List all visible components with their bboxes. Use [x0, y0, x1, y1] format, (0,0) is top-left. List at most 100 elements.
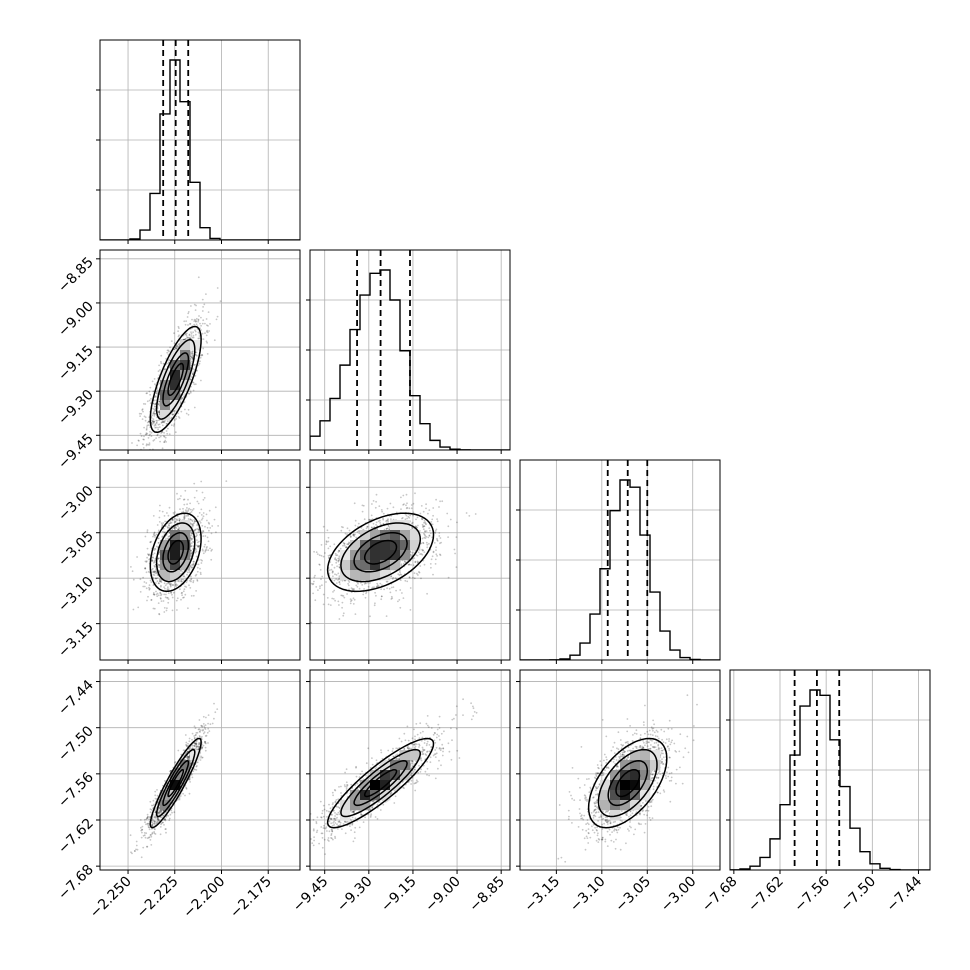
scatter-point — [151, 423, 154, 426]
density-cell — [380, 530, 391, 541]
scatter-point — [191, 747, 194, 749]
scatter-point — [152, 420, 154, 422]
scatter-point — [182, 792, 184, 795]
scatter-point — [152, 422, 155, 425]
scatter-point — [149, 393, 151, 396]
scatter-point — [326, 597, 329, 599]
scatter-point — [207, 311, 210, 313]
scatter-point — [151, 559, 153, 562]
scatter-point — [431, 555, 434, 558]
scatter-point — [158, 516, 161, 519]
scatter-point — [190, 577, 193, 580]
scatter-point — [387, 527, 389, 530]
scatter-point — [408, 516, 411, 519]
scatter-point — [338, 604, 340, 606]
scatter-point — [156, 419, 159, 422]
scatter-point — [428, 535, 431, 537]
scatter-point — [182, 578, 185, 581]
density-cell — [170, 570, 181, 581]
scatter-point — [197, 276, 200, 279]
scatter-point — [360, 581, 362, 584]
scatter-point — [158, 521, 161, 523]
contour-line — [167, 539, 185, 565]
scatter-point — [157, 410, 160, 413]
scatter-point — [400, 564, 403, 567]
scatter-point — [168, 522, 170, 525]
scatter-point — [172, 512, 175, 514]
scatter-point — [163, 441, 166, 444]
scatter-point — [145, 444, 148, 447]
scatter-point — [170, 521, 173, 524]
scatter-point — [190, 522, 193, 525]
scatter-point — [331, 564, 333, 566]
scatter-point — [312, 582, 315, 585]
scatter-point — [350, 587, 353, 589]
scatter-point — [432, 514, 434, 517]
scatter-point — [446, 512, 449, 515]
scatter-point — [399, 571, 401, 573]
density-cell — [170, 540, 181, 551]
scatter-point — [207, 549, 210, 552]
scatter-point — [192, 580, 195, 582]
scatter-point — [172, 425, 175, 427]
scatter-point — [205, 549, 208, 551]
scatter-point — [182, 596, 184, 599]
scatter-point — [337, 559, 340, 562]
scatter-point — [186, 571, 189, 574]
scatter-point — [205, 330, 208, 333]
scatter-point — [181, 571, 184, 573]
scatter-point — [163, 593, 166, 596]
scatter-point — [424, 521, 427, 524]
scatter-point — [183, 588, 186, 591]
scatter-point — [363, 518, 366, 521]
scatter-point — [306, 569, 308, 571]
scatter-point — [193, 320, 196, 322]
scatter-point — [176, 345, 178, 348]
scatter-point — [167, 524, 170, 527]
scatter-point — [168, 361, 170, 363]
scatter-point — [171, 583, 174, 586]
y-tick-label: −9.15 — [55, 343, 97, 385]
scatter-point — [390, 575, 393, 577]
scatter-point — [157, 821, 159, 823]
scatter-point — [164, 520, 166, 523]
scatter-point — [371, 526, 373, 529]
scatter-point — [163, 367, 166, 370]
scatter-point — [168, 525, 171, 527]
scatter-point — [380, 595, 383, 598]
scatter-point — [400, 574, 403, 576]
scatter-point — [165, 357, 167, 360]
scatter-point — [422, 525, 424, 528]
scatter-point — [159, 591, 161, 594]
scatter-point — [150, 599, 153, 601]
scatter-point — [356, 585, 359, 588]
scatter-point — [153, 561, 155, 564]
y-tick-label: −3.00 — [55, 483, 97, 525]
scatter-point — [136, 848, 139, 851]
scatter-point — [206, 324, 208, 327]
scatter-point — [365, 527, 368, 530]
scatter-point — [151, 821, 153, 824]
scatter-point — [168, 527, 170, 529]
scatter-point — [313, 580, 315, 583]
scatter-point — [158, 400, 160, 403]
scatter-point — [185, 787, 188, 790]
scatter-point — [374, 506, 377, 509]
scatter-point — [155, 571, 158, 574]
scatter-point — [158, 563, 160, 566]
scatter-point — [188, 571, 191, 573]
scatter-point — [201, 298, 204, 301]
scatter-point — [190, 519, 193, 521]
scatter-point — [387, 524, 390, 527]
scatter-point — [162, 600, 165, 602]
scatter-point — [211, 548, 213, 551]
scatter-point — [330, 568, 333, 571]
scatter-point — [201, 548, 204, 551]
scatter-point — [197, 528, 200, 531]
scatter-point — [183, 516, 185, 519]
scatter-point — [189, 512, 192, 514]
scatter-point — [153, 570, 155, 573]
scatter-point — [420, 517, 423, 520]
density-cell — [410, 540, 421, 551]
scatter-point — [195, 489, 198, 492]
